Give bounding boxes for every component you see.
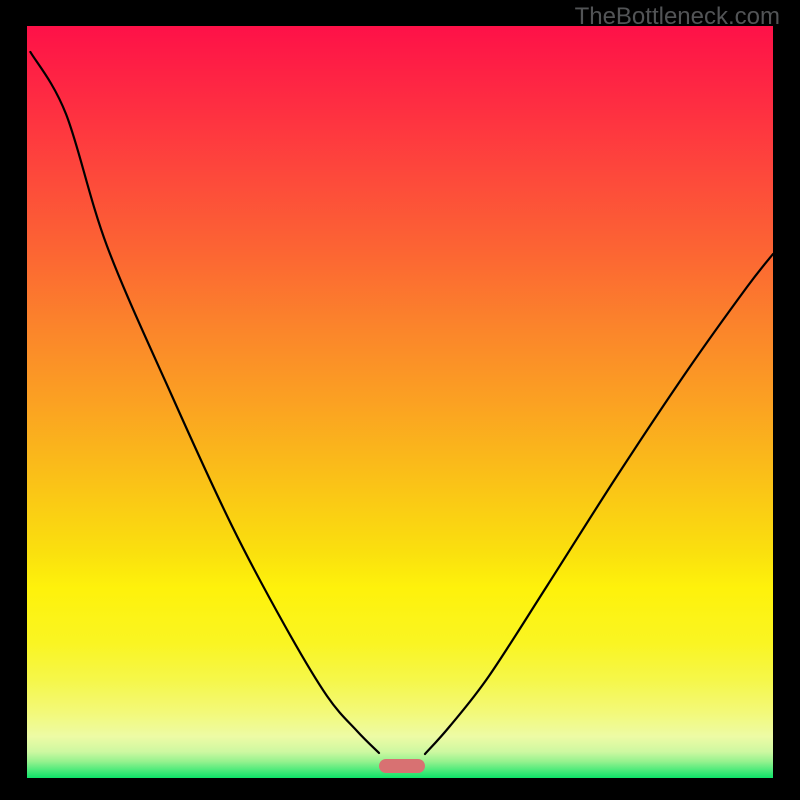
curve-left-branch	[30, 52, 379, 753]
minimum-marker	[379, 759, 425, 773]
watermark-text: TheBottleneck.com	[575, 3, 780, 31]
curve-layer	[27, 26, 773, 778]
chart-container: TheBottleneck.com	[0, 0, 800, 800]
curve-right-branch	[425, 254, 773, 754]
plot-area	[27, 26, 773, 778]
